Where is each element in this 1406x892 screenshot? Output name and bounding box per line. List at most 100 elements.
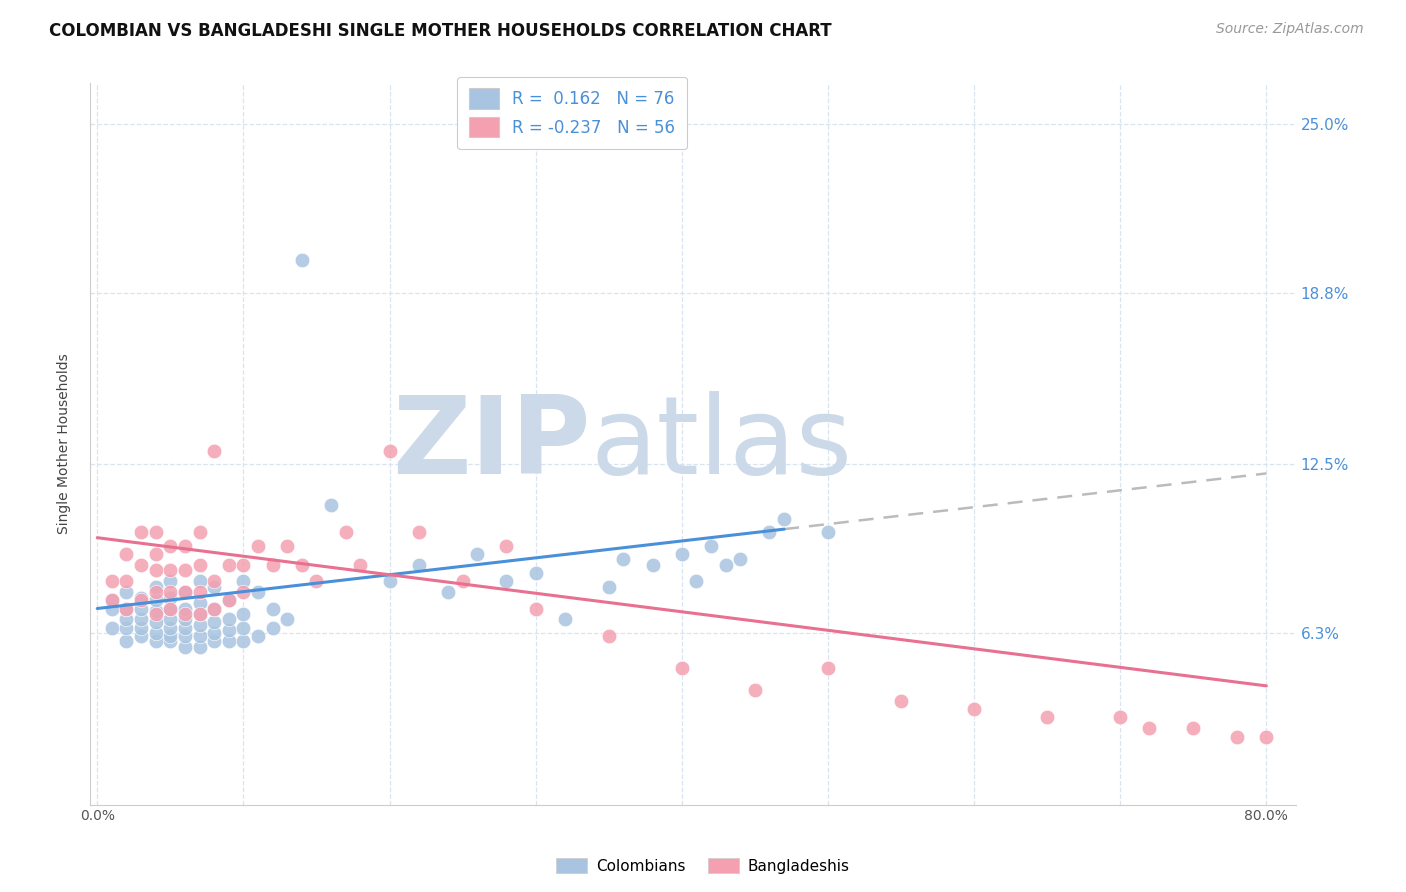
Point <box>276 612 298 626</box>
Point <box>159 612 181 626</box>
Point <box>129 629 152 643</box>
Point <box>246 585 269 599</box>
Point <box>145 580 167 594</box>
Point <box>700 539 723 553</box>
Point <box>437 585 460 599</box>
Point <box>495 574 517 589</box>
Y-axis label: Single Mother Households: Single Mother Households <box>58 353 72 534</box>
Point <box>246 539 269 553</box>
Point <box>188 640 211 654</box>
Point <box>291 558 314 572</box>
Point <box>174 607 197 621</box>
Point <box>115 612 138 626</box>
Point <box>174 563 197 577</box>
Point <box>408 525 430 540</box>
Point <box>188 596 211 610</box>
Point <box>1109 710 1132 724</box>
Point <box>129 558 152 572</box>
Point <box>1036 710 1059 724</box>
Text: ZIP: ZIP <box>392 391 591 497</box>
Point <box>145 626 167 640</box>
Point <box>408 558 430 572</box>
Point <box>524 601 547 615</box>
Point <box>817 661 839 675</box>
Point <box>262 601 284 615</box>
Point <box>159 601 181 615</box>
Point <box>174 585 197 599</box>
Point <box>335 525 357 540</box>
Point <box>145 547 167 561</box>
Point <box>1139 722 1161 736</box>
Point <box>101 593 124 607</box>
Point <box>115 601 138 615</box>
Point <box>188 585 211 599</box>
Point <box>291 252 314 267</box>
Point <box>218 624 240 638</box>
Point <box>115 547 138 561</box>
Point <box>202 443 225 458</box>
Point <box>115 574 138 589</box>
Point <box>890 694 912 708</box>
Text: atlas: atlas <box>591 391 852 497</box>
Point <box>129 591 152 605</box>
Point <box>744 683 766 698</box>
Point <box>101 621 124 635</box>
Point <box>232 558 254 572</box>
Point <box>188 629 211 643</box>
Point <box>232 574 254 589</box>
Point <box>188 607 211 621</box>
Point <box>218 593 240 607</box>
Point <box>174 612 197 626</box>
Point <box>188 525 211 540</box>
Point <box>349 558 371 572</box>
Point <box>524 566 547 580</box>
Point <box>218 558 240 572</box>
Point <box>202 634 225 648</box>
Point <box>145 585 167 599</box>
Point <box>115 585 138 599</box>
Point <box>1182 722 1205 736</box>
Point <box>159 574 181 589</box>
Point <box>115 601 138 615</box>
Point <box>202 601 225 615</box>
Point <box>129 612 152 626</box>
Point <box>145 604 167 618</box>
Point <box>378 574 401 589</box>
Text: Source: ZipAtlas.com: Source: ZipAtlas.com <box>1216 22 1364 37</box>
Point <box>188 607 211 621</box>
Point <box>159 563 181 577</box>
Point <box>685 574 707 589</box>
Point <box>145 525 167 540</box>
Point <box>598 580 620 594</box>
Point <box>378 443 401 458</box>
Point <box>817 525 839 540</box>
Point <box>218 612 240 626</box>
Legend: R =  0.162   N = 76, R = -0.237   N = 56: R = 0.162 N = 76, R = -0.237 N = 56 <box>457 77 688 149</box>
Point <box>174 621 197 635</box>
Point <box>218 634 240 648</box>
Point <box>641 558 664 572</box>
Point <box>598 629 620 643</box>
Point <box>305 574 328 589</box>
Point <box>465 547 488 561</box>
Point <box>159 585 181 599</box>
Point <box>159 539 181 553</box>
Point <box>202 626 225 640</box>
Point <box>714 558 737 572</box>
Point <box>129 601 152 615</box>
Point <box>319 498 342 512</box>
Point <box>159 601 181 615</box>
Point <box>101 601 124 615</box>
Point <box>671 661 693 675</box>
Point <box>145 634 167 648</box>
Point <box>145 593 167 607</box>
Point <box>451 574 474 589</box>
Point <box>115 634 138 648</box>
Point <box>232 607 254 621</box>
Point <box>174 585 197 599</box>
Point <box>1256 730 1278 744</box>
Point <box>612 552 634 566</box>
Point <box>246 629 269 643</box>
Point <box>495 539 517 553</box>
Point <box>159 591 181 605</box>
